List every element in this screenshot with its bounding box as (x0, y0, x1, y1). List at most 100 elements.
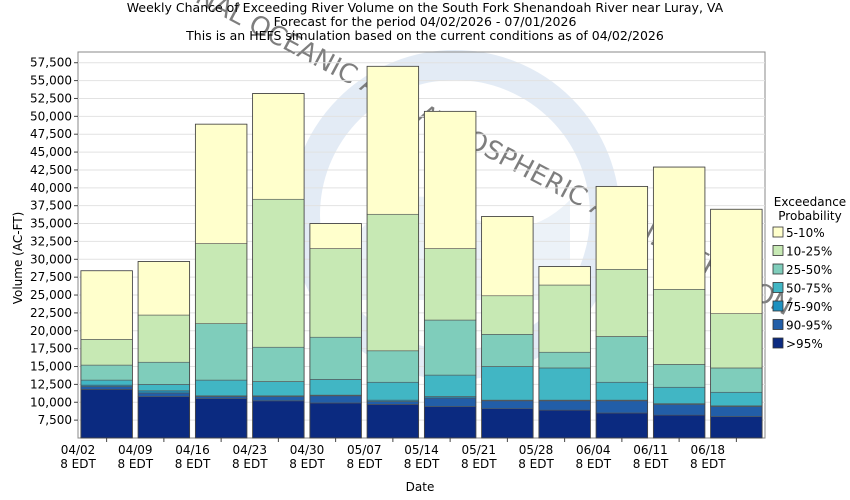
bar-segment-25-50% (252, 346, 305, 382)
legend-swatch-50-75% (772, 282, 784, 293)
legend-swatch-25-50% (772, 263, 784, 275)
plot-frame (77, 51, 766, 439)
bar-segment-25-50% (309, 336, 362, 380)
bar-segment-50-75% (653, 386, 706, 404)
legend-label-90-95%: 90-95% (786, 319, 832, 333)
bar-segment-90-95% (481, 400, 534, 409)
bar-segment-10-25% (710, 313, 763, 369)
bar-segment-5-10% (137, 261, 190, 316)
bar-segment-5-10% (195, 123, 248, 244)
y-tick-label: 7,500 (38, 413, 72, 427)
legend-swatch-10-25% (772, 245, 784, 256)
bar-segment->95% (481, 408, 534, 439)
y-tick-label: 22,500 (30, 306, 72, 320)
bar-segment-90-95% (653, 404, 706, 416)
y-tick-label: 57,500 (30, 56, 72, 70)
legend-swatch-5-10% (772, 226, 784, 238)
y-tick-label: 47,500 (30, 127, 72, 141)
bar-segment-25-50% (80, 364, 133, 381)
bar-segment-90-95% (595, 400, 648, 414)
legend-title-line-1: Exceedance (774, 195, 846, 209)
bar-segment-25-50% (366, 350, 419, 383)
legend-label-5-10%: 5-10% (786, 226, 825, 240)
bar-segment-25-50% (710, 367, 763, 393)
x-tick-label-time: 8 EDT (461, 457, 497, 471)
chart-title-line-2: Forecast for the period 04/02/2026 - 07/… (274, 14, 577, 29)
x-tick-label-date: 04/30 (290, 443, 325, 457)
y-tick-label: 42,500 (30, 163, 72, 177)
bar-segment-50-75% (309, 379, 362, 396)
bar-segment-10-25% (538, 284, 591, 353)
x-tick-label-time: 8 EDT (690, 457, 726, 471)
bar-segment->95% (366, 404, 419, 439)
bar-segment-90-95% (710, 406, 763, 417)
y-tick-label: 15,000 (30, 360, 72, 374)
bar-segment-90-95% (137, 392, 190, 397)
bar-segment-5-10% (481, 216, 534, 297)
bar-segment-90-95% (538, 400, 591, 411)
bar-segment-25-50% (137, 361, 190, 385)
bar-segment-50-75% (195, 379, 248, 397)
bar-segment->95% (595, 412, 648, 439)
bar-segment-25-50% (653, 364, 706, 388)
bar-segment-50-75% (137, 384, 190, 392)
x-tick-label-date: 04/23 (232, 443, 267, 457)
bar-segment->95% (424, 406, 477, 439)
chart-title-line-1: Weekly Chance of Exceeding River Volume … (127, 0, 724, 15)
chart-title-line-3: This is an HEFS simulation based on the … (185, 28, 664, 43)
bar-segment-25-50% (538, 351, 591, 369)
x-tick-label-time: 8 EDT (575, 457, 611, 471)
bar-segment-25-50% (424, 319, 477, 376)
x-tick-label-date: 05/07 (347, 443, 382, 457)
bar-segment-50-75% (710, 391, 763, 407)
bar-segment-25-50% (595, 336, 648, 383)
x-tick-label-date: 05/14 (404, 443, 439, 457)
bar-segment-5-10% (309, 223, 362, 249)
bar-segment-10-25% (252, 198, 305, 348)
plot-area: 7,500 10,000 12,500 15,000 17,500 20,000 22,50… (30, 51, 766, 471)
legend-label-75-90%: 75-90% (786, 300, 832, 314)
y-tick-label: 10,000 (30, 395, 72, 409)
y-tick-label: 20,000 (30, 324, 72, 338)
y-tick-label: 30,000 (30, 252, 72, 266)
bar-segment-5-10% (80, 270, 133, 340)
legend-swatch-90-95% (772, 319, 784, 330)
x-tick-label-time: 8 EDT (346, 457, 382, 471)
bar-segment->95% (252, 400, 305, 439)
x-tick-label-time: 8 EDT (633, 457, 669, 471)
x-tick-label-time: 8 EDT (175, 457, 211, 471)
bar-segment->95% (309, 402, 362, 439)
legend-swatch->95% (772, 337, 784, 349)
bar-segment-50-75% (80, 379, 133, 386)
legend: Exceedance Probability 5-10% 10-25% 25-50%… (772, 195, 846, 351)
bar-segment-5-10% (653, 166, 706, 290)
bar-segment-5-10% (424, 111, 477, 249)
bar-segment-25-50% (195, 323, 248, 381)
x-tick-label-time: 8 EDT (117, 457, 153, 471)
y-tick-label: 40,000 (30, 181, 72, 195)
legend-swatch-75-90% (772, 300, 784, 312)
bar-segment-50-75% (252, 381, 305, 397)
bar-segment-5-10% (710, 208, 763, 314)
bar-segment-90-95% (80, 386, 133, 390)
x-tick-label-time: 8 EDT (232, 457, 268, 471)
bar-segment-50-75% (538, 367, 591, 401)
x-tick-label-date: 06/11 (633, 443, 668, 457)
bar-segment->95% (538, 409, 591, 439)
x-tick-label-date: 04/02 (61, 443, 96, 457)
bar-segment->95% (195, 398, 248, 439)
legend-label->95%: >95% (786, 337, 823, 351)
bar-segment-5-10% (595, 186, 648, 270)
y-tick-label: 12,500 (30, 377, 72, 391)
y-tick-label: 32,500 (30, 234, 72, 248)
bar-segment-10-25% (195, 243, 248, 324)
bar-segment-25-50% (481, 334, 534, 367)
y-tick-label: 55,000 (30, 74, 72, 88)
bar-segment-10-25% (137, 314, 190, 363)
legend-label-10-25%: 10-25% (786, 245, 832, 259)
y-axis-title: Volume (AC-FT) (11, 212, 25, 305)
bar-segment-75-90% (137, 390, 190, 394)
y-tick-label: 37,500 (30, 199, 72, 213)
y-tick-label: 45,000 (30, 145, 72, 159)
